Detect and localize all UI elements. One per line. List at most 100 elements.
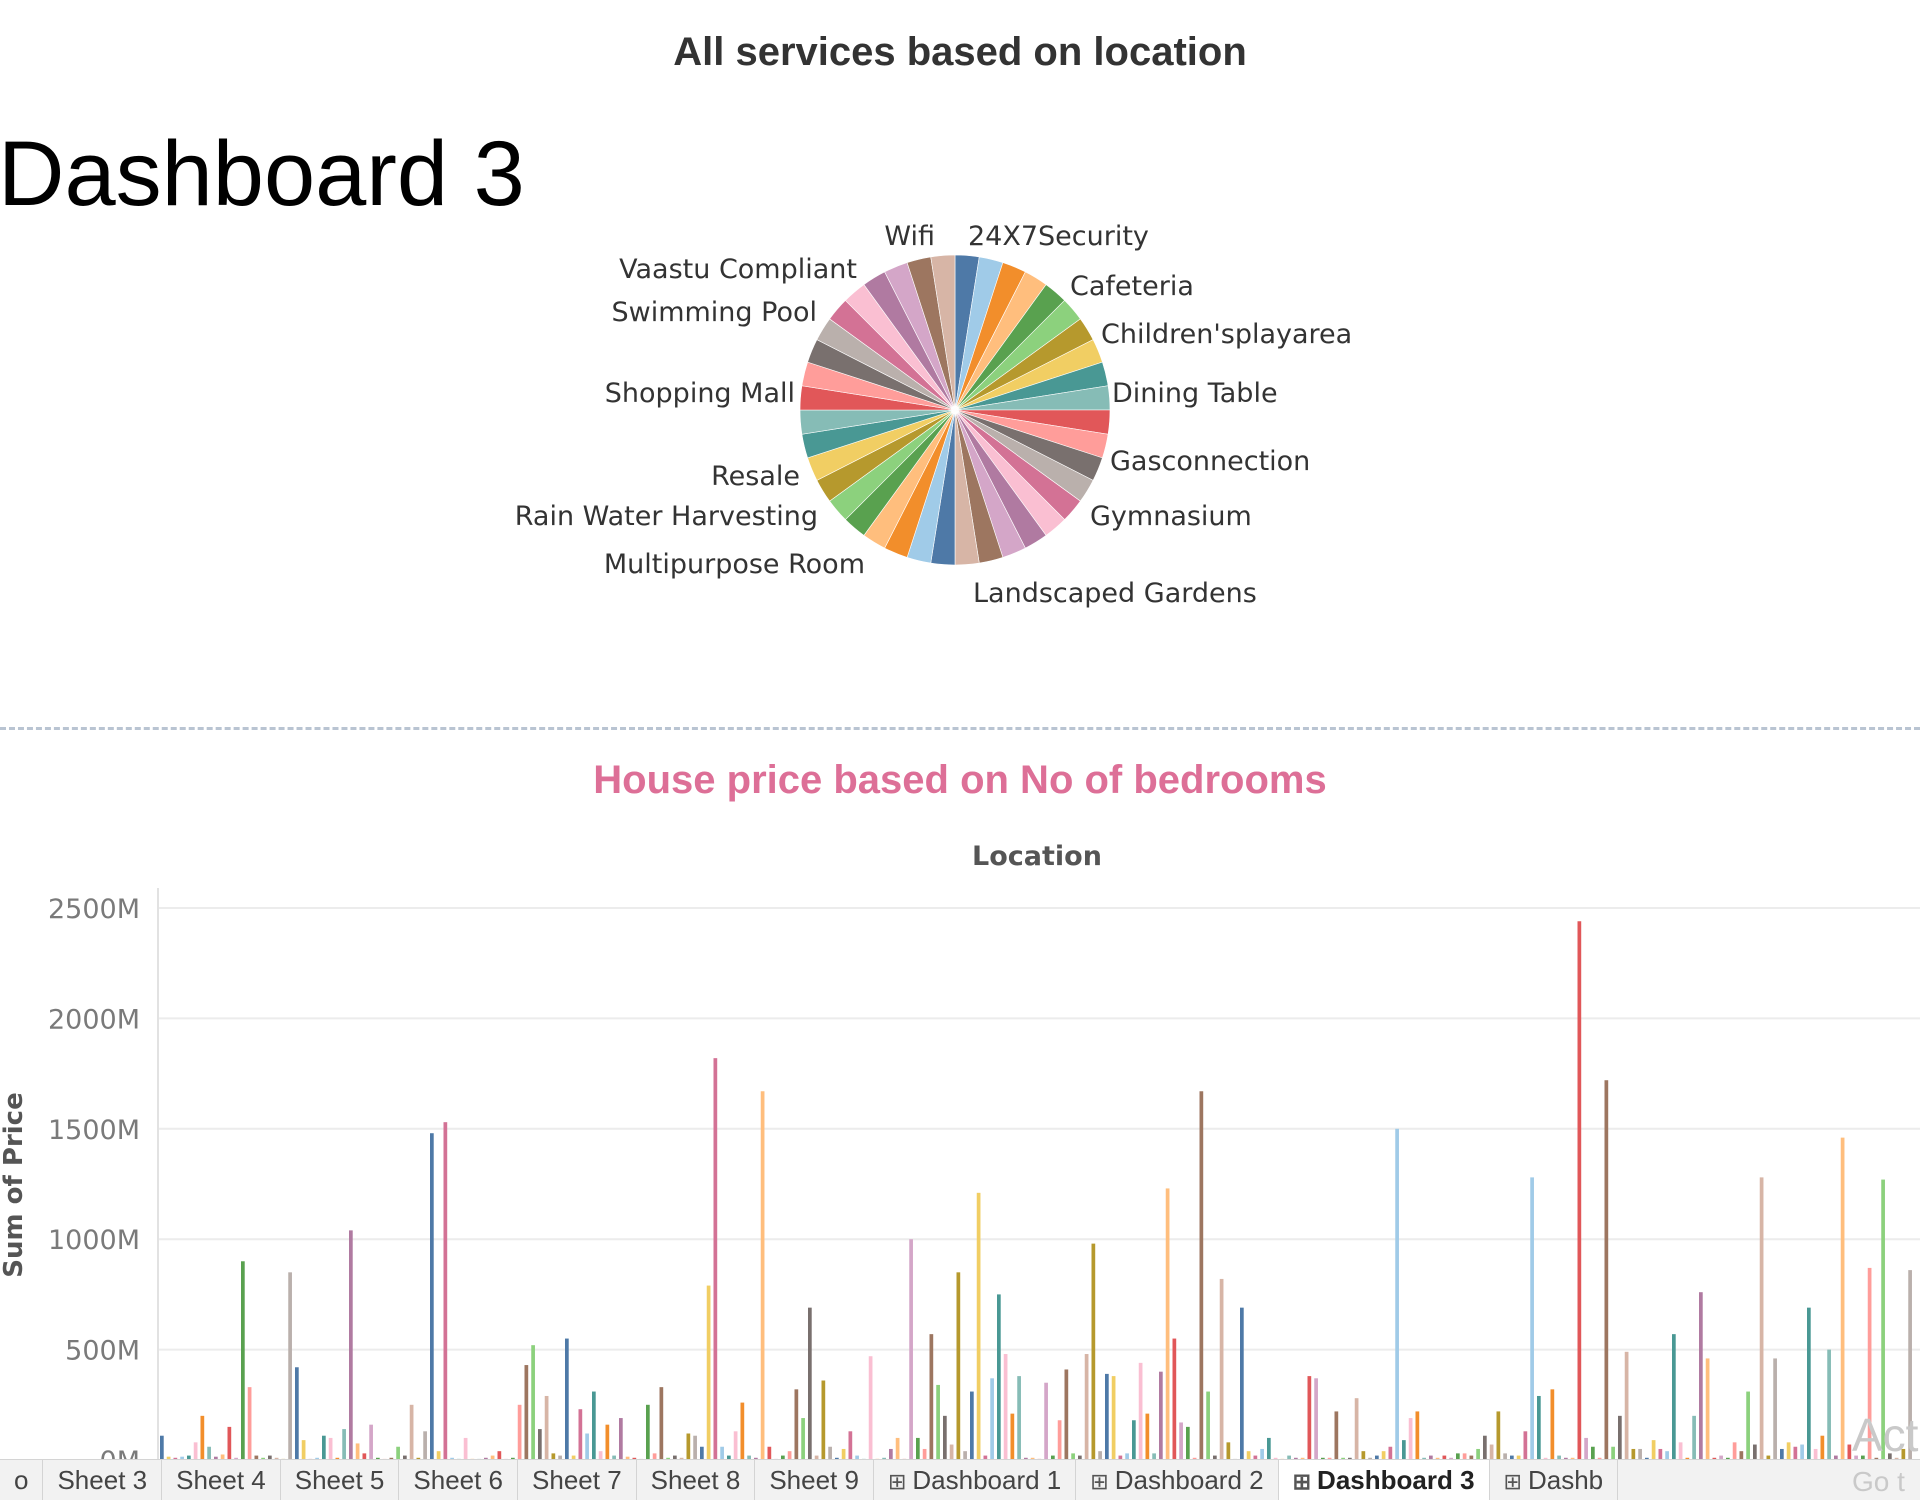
price-bar[interactable] [545, 1396, 549, 1459]
price-bar[interactable] [1409, 1418, 1413, 1459]
sheet-tab[interactable]: ⊞Dashboard 2 [1076, 1460, 1278, 1500]
price-bar[interactable] [1186, 1427, 1190, 1459]
price-bar[interactable] [444, 1122, 448, 1459]
price-bar[interactable] [1638, 1449, 1642, 1459]
sheet-tab[interactable]: Sheet 8 [637, 1460, 756, 1500]
price-bar[interactable] [1314, 1378, 1318, 1459]
price-bar[interactable] [761, 1091, 765, 1459]
price-bar[interactable] [369, 1425, 373, 1459]
price-bar[interactable] [356, 1443, 360, 1459]
price-bar[interactable] [565, 1339, 569, 1459]
price-bar[interactable] [228, 1427, 232, 1459]
price-bar[interactable] [1591, 1447, 1595, 1459]
price-bar[interactable] [1611, 1447, 1615, 1459]
price-bar[interactable] [1841, 1138, 1845, 1459]
price-bar[interactable] [1166, 1188, 1170, 1459]
price-bar[interactable] [1753, 1445, 1757, 1459]
price-bar[interactable] [646, 1405, 650, 1459]
price-bar[interactable] [1848, 1445, 1852, 1459]
price-bar[interactable] [538, 1429, 542, 1459]
price-bar[interactable] [1530, 1177, 1534, 1459]
price-bar[interactable] [720, 1447, 724, 1459]
price-bar[interactable] [1389, 1447, 1393, 1459]
price-bar[interactable] [518, 1405, 522, 1459]
price-bar[interactable] [963, 1451, 967, 1459]
price-bar[interactable] [1159, 1372, 1163, 1459]
price-bar[interactable] [1098, 1451, 1102, 1459]
price-bar[interactable] [660, 1387, 664, 1459]
price-bar[interactable] [788, 1451, 792, 1459]
price-bar[interactable] [1665, 1451, 1669, 1459]
price-bar[interactable] [1807, 1308, 1811, 1459]
price-bar[interactable] [1092, 1244, 1096, 1459]
price-bar[interactable] [916, 1438, 920, 1459]
price-bar[interactable] [1011, 1414, 1015, 1459]
price-bar[interactable] [822, 1381, 826, 1459]
price-bar[interactable] [1260, 1449, 1264, 1459]
price-bar[interactable] [1625, 1352, 1629, 1459]
price-bar[interactable] [349, 1230, 353, 1459]
price-bar[interactable] [1632, 1449, 1636, 1459]
price-bar[interactable] [1692, 1416, 1696, 1459]
price-bar[interactable] [342, 1429, 346, 1459]
price-bar[interactable] [585, 1434, 589, 1460]
price-bar[interactable] [1524, 1431, 1528, 1459]
price-bar[interactable] [714, 1058, 718, 1459]
price-bar[interactable] [889, 1449, 893, 1459]
price-bar[interactable] [990, 1378, 994, 1459]
price-bar[interactable] [241, 1261, 245, 1459]
price-bar[interactable] [1240, 1308, 1244, 1459]
price-bar[interactable] [295, 1367, 299, 1459]
sheet-tab[interactable]: Sheet 5 [281, 1460, 400, 1500]
price-bar[interactable] [1605, 1080, 1609, 1459]
price-bar[interactable] [1800, 1445, 1804, 1459]
price-bar[interactable] [1362, 1451, 1366, 1459]
price-bar[interactable] [619, 1418, 623, 1459]
price-bar-chart[interactable]: 0M500M1000M1500M2000M2500MLocationSum of… [0, 840, 1920, 1459]
sheet-tab[interactable]: Sheet 4 [162, 1460, 281, 1500]
price-bar[interactable] [693, 1436, 697, 1459]
price-bar[interactable] [1497, 1411, 1501, 1459]
price-bar[interactable] [869, 1356, 873, 1459]
price-bar[interactable] [950, 1445, 954, 1459]
price-bar[interactable] [923, 1449, 927, 1459]
price-bar[interactable] [977, 1193, 981, 1459]
price-bar[interactable] [531, 1345, 535, 1459]
price-bar[interactable] [1146, 1414, 1150, 1459]
price-bar[interactable] [1652, 1440, 1656, 1459]
price-bar[interactable] [1679, 1442, 1683, 1459]
price-bar[interactable] [1200, 1091, 1204, 1459]
price-bar[interactable] [1618, 1416, 1622, 1459]
price-bar[interactable] [1746, 1392, 1750, 1459]
price-bar[interactable] [410, 1405, 414, 1459]
price-bar[interactable] [909, 1239, 913, 1459]
price-bar[interactable] [930, 1334, 934, 1459]
price-bar[interactable] [1355, 1398, 1359, 1459]
price-bar[interactable] [801, 1418, 805, 1459]
price-bar[interactable] [322, 1436, 326, 1459]
price-bar[interactable] [1220, 1279, 1224, 1459]
price-bar[interactable] [943, 1416, 947, 1459]
price-bar[interactable] [201, 1416, 205, 1459]
price-bar[interactable] [896, 1438, 900, 1459]
price-bar[interactable] [1139, 1363, 1143, 1459]
price-bar[interactable] [808, 1308, 812, 1459]
price-bar[interactable] [1827, 1350, 1831, 1459]
price-bar[interactable] [1395, 1129, 1399, 1459]
price-bar[interactable] [1227, 1442, 1231, 1459]
price-bar[interactable] [606, 1425, 610, 1459]
price-bar[interactable] [160, 1436, 164, 1459]
price-bar[interactable] [464, 1438, 468, 1459]
price-bar[interactable] [957, 1272, 961, 1459]
price-bar[interactable] [768, 1447, 772, 1459]
price-bar[interactable] [288, 1272, 292, 1459]
price-bar[interactable] [329, 1438, 333, 1459]
price-bar[interactable] [1085, 1354, 1089, 1459]
price-bar[interactable] [1780, 1449, 1784, 1459]
price-bar[interactable] [437, 1451, 441, 1459]
price-bar[interactable] [1706, 1358, 1710, 1459]
price-bar[interactable] [734, 1431, 738, 1459]
price-bar[interactable] [997, 1294, 1001, 1459]
price-bar[interactable] [1132, 1420, 1136, 1459]
price-bar[interactable] [1821, 1436, 1825, 1459]
